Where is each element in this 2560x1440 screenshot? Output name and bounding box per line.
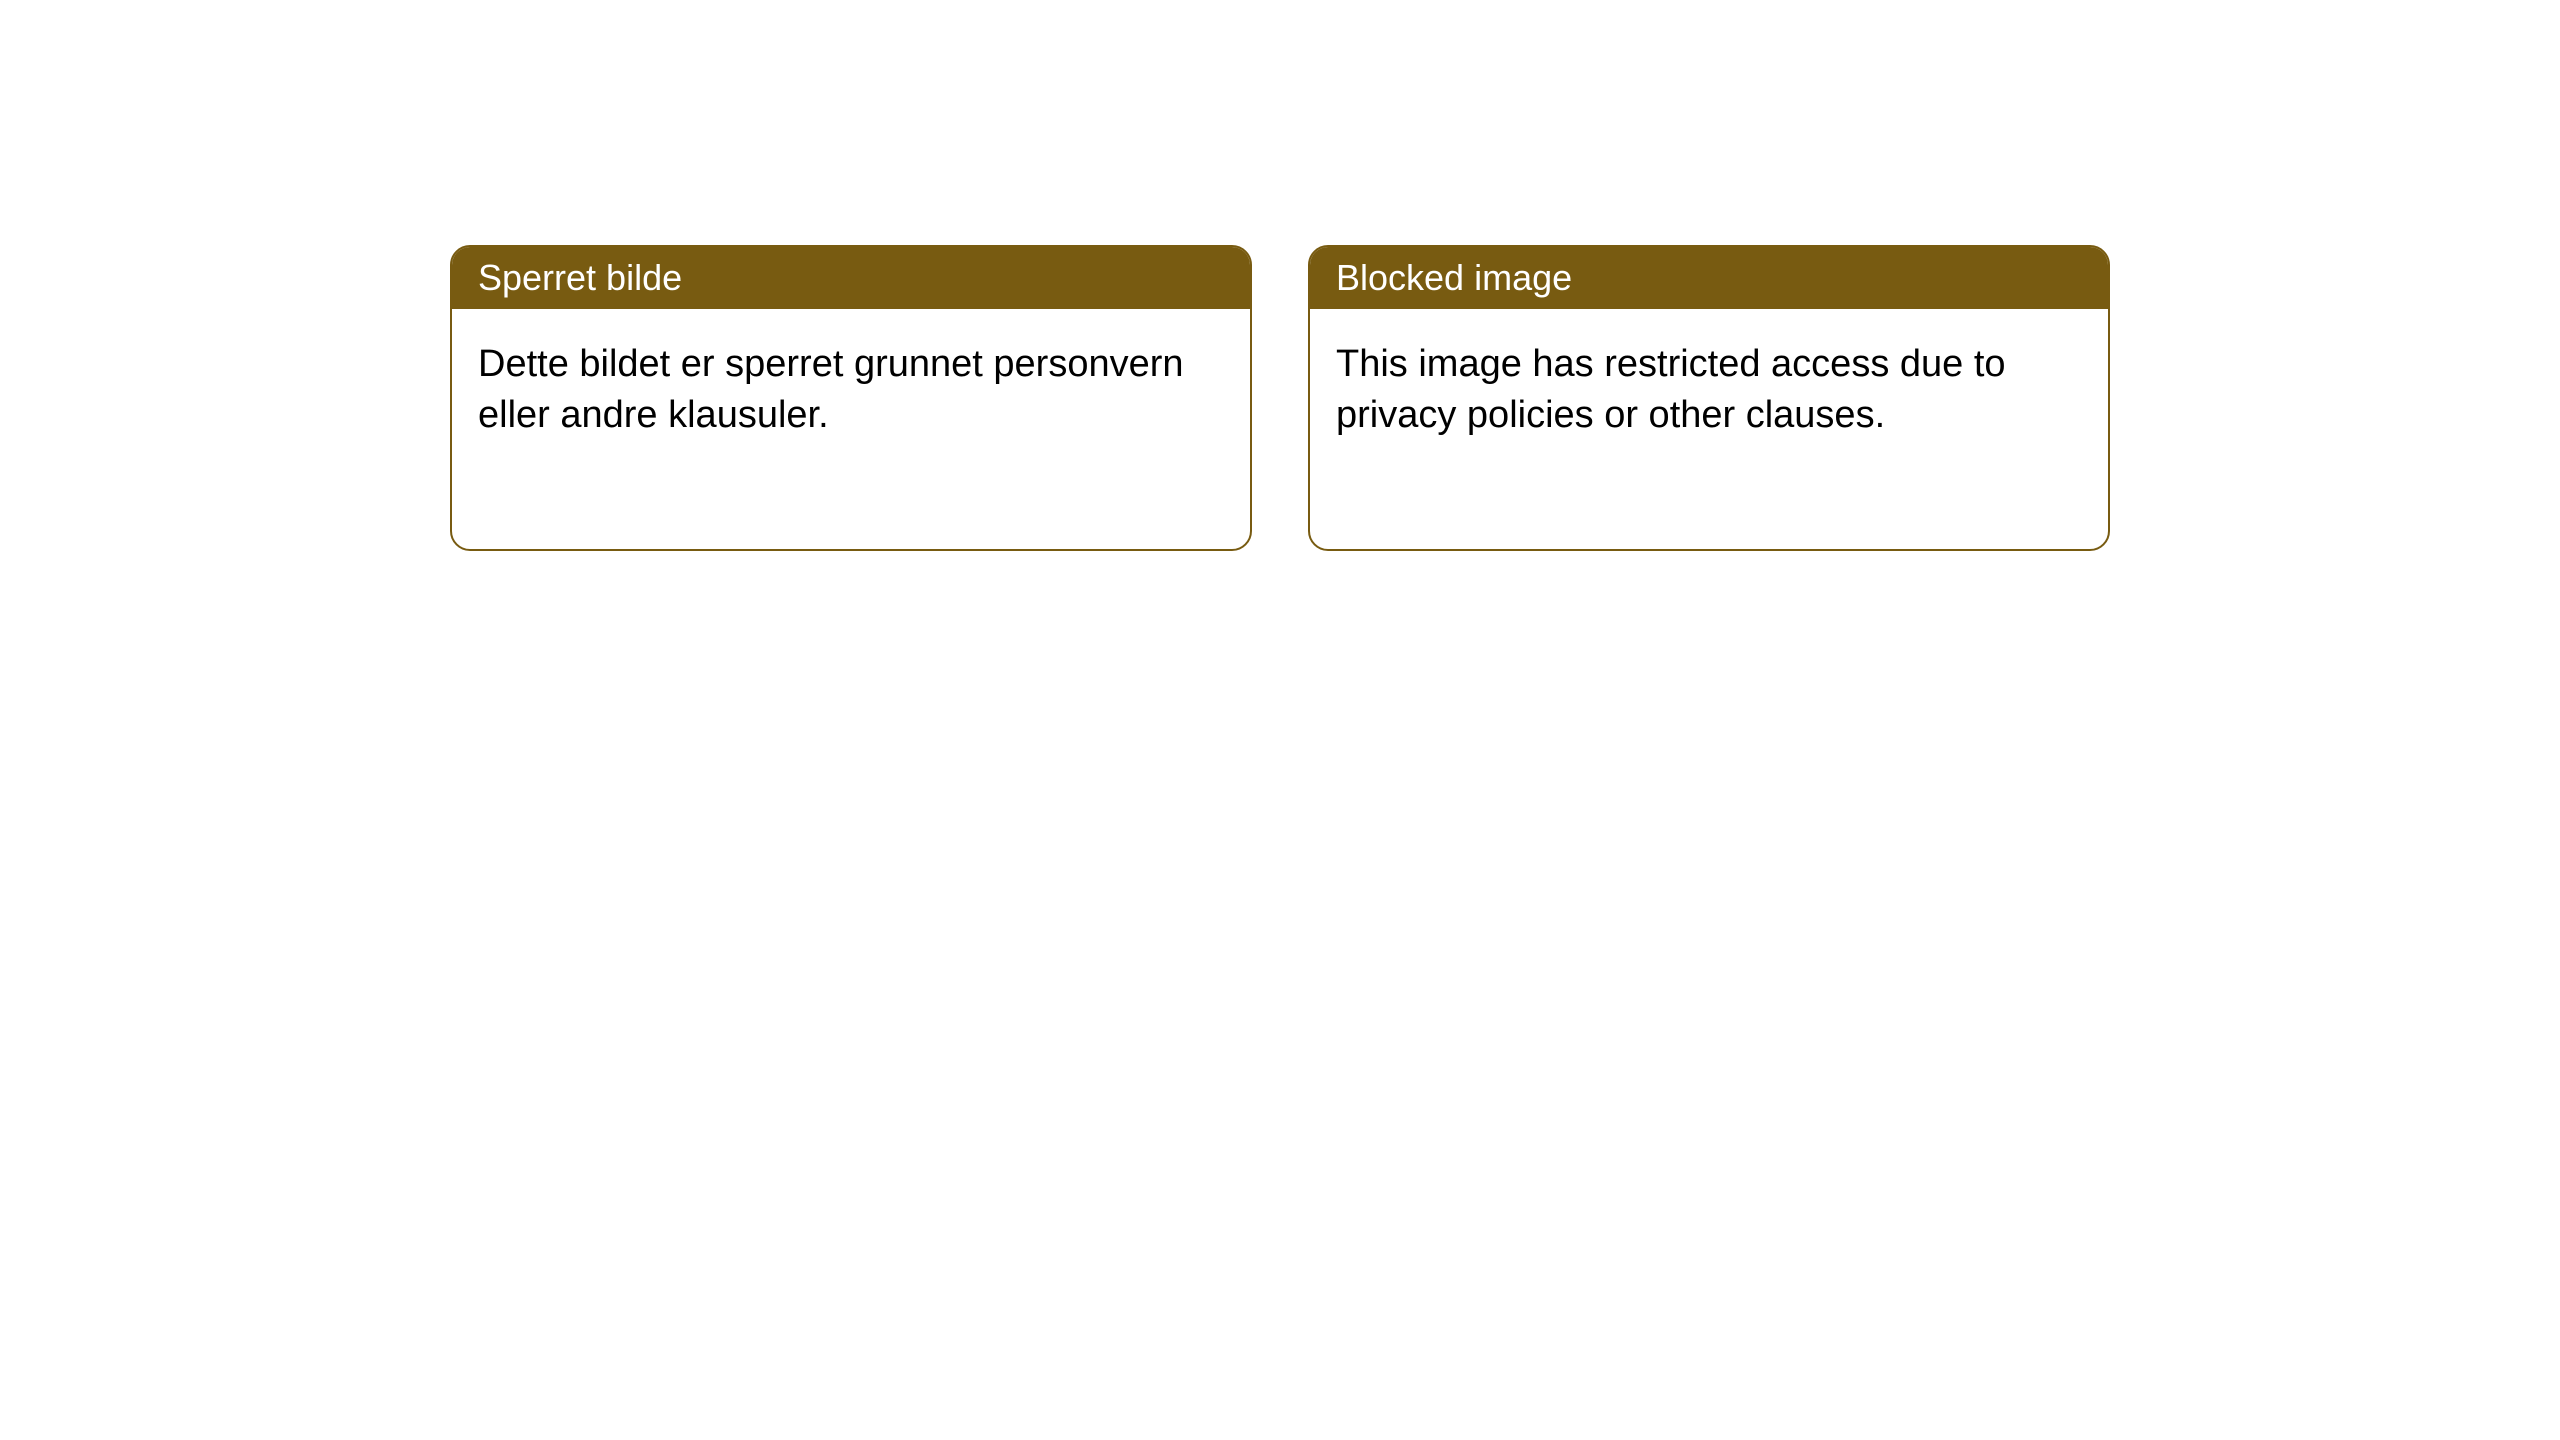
- card-title: Sperret bilde: [478, 257, 682, 298]
- card-header: Blocked image: [1310, 247, 2108, 309]
- card-header: Sperret bilde: [452, 247, 1250, 309]
- notice-card-norwegian: Sperret bilde Dette bildet er sperret gr…: [450, 245, 1252, 551]
- notice-cards-container: Sperret bilde Dette bildet er sperret gr…: [450, 245, 2110, 551]
- card-body: This image has restricted access due to …: [1310, 309, 2108, 549]
- card-body: Dette bildet er sperret grunnet personve…: [452, 309, 1250, 549]
- card-body-text: This image has restricted access due to …: [1336, 343, 2006, 436]
- card-body-text: Dette bildet er sperret grunnet personve…: [478, 343, 1184, 436]
- card-title: Blocked image: [1336, 257, 1572, 298]
- notice-card-english: Blocked image This image has restricted …: [1308, 245, 2110, 551]
